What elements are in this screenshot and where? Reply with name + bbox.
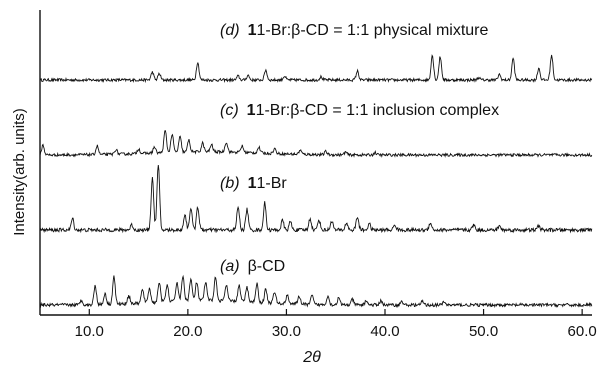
y-axis-label: Intensity(arb. units)	[11, 108, 28, 236]
xrd-trace-a	[39, 274, 593, 309]
x-tick-label: 20.0	[173, 323, 202, 340]
x-tick-group: 10.0 20.0 30.0 40.0 50.0 60.0	[75, 309, 597, 340]
series-label-a-text: β-CD	[248, 258, 286, 275]
series-label-b-text: 1-Br	[256, 175, 287, 192]
series-label-c-prefix: (c)	[220, 102, 239, 119]
series-label-b: (b) 11-Br	[220, 175, 287, 192]
svg-text:(c)11-Br:β-CD = 1:1 inclusion: (c) 11-Br:β-CD = 1:1 inclusion complex	[220, 102, 499, 119]
xrd-trace-d	[39, 54, 593, 84]
svg-text:(b)11-Br: (b) 11-Br	[220, 175, 287, 192]
series-label-a-prefix: (a)	[220, 258, 240, 275]
series-label-b-prefix: (b)	[220, 175, 240, 192]
series-label-d-text: 1-Br:β-CD = 1:1 physical mixture	[256, 22, 488, 39]
x-axis-label: 2θ	[302, 349, 321, 366]
x-tick-label: 40.0	[370, 323, 399, 340]
x-tick-label: 50.0	[469, 323, 498, 340]
svg-text:(a)β-CD: (a) β-CD	[220, 258, 285, 275]
series-label-a: (a) β-CD	[220, 258, 285, 275]
svg-text:(d)11-Br:β-CD = 1:1 physical m: (d) 11-Br:β-CD = 1:1 physical mixture	[220, 22, 489, 39]
series-label-d-prefix: (d)	[220, 22, 240, 39]
xrd-trace-b	[39, 164, 593, 234]
x-tick-label: 10.0	[75, 323, 104, 340]
series-label-c: (c) 11-Br:β-CD = 1:1 inclusion complex	[220, 102, 499, 119]
x-tick-label: 30.0	[272, 323, 301, 340]
series-label-c-text: 1-Br:β-CD = 1:1 inclusion complex	[256, 102, 500, 119]
trace-group	[39, 54, 593, 309]
xrd-trace-c	[39, 130, 593, 158]
series-label-d: (d) 11-Br:β-CD = 1:1 physical mixture	[220, 22, 489, 39]
x-tick-label: 60.0	[568, 323, 597, 340]
